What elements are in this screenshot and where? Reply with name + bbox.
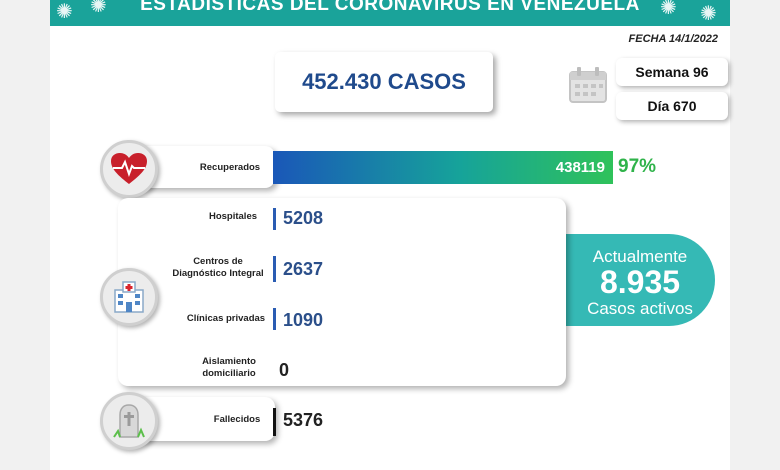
active-line3: Casos activos [587,299,693,318]
hospitals-bar [273,208,276,230]
total-cases: 452.430 CASOS [302,69,466,94]
cdi-value: 2637 [283,259,324,279]
home-isolation-value: 0 [279,360,290,380]
clinics-label: Clínicas privadas [186,313,266,324]
gravestone-icon [113,404,145,438]
calendar-icon [569,67,607,103]
cdi-label-line2: Diagnóstico Integral [172,268,264,279]
recovered-label: Recuperados [199,162,261,173]
recovered-value: 438119 [555,159,605,176]
week-badge: Semana 96 [616,58,728,86]
home-isolation-line1: Aislamiento [202,356,256,367]
deaths-bar [273,408,276,436]
deaths-label: Fallecidos [213,414,261,425]
cdi-label: Centros de Diagnóstico Integral [166,256,270,280]
active-cases-value: 8.935 [599,264,681,300]
hospital-icon [114,281,144,313]
home-isolation-line2: domiciliario [202,368,256,379]
virus-icon: ✺ [90,0,107,17]
hospitals-value: 5208 [283,208,324,228]
active-breakdown-card [118,198,566,386]
virus-icon: ✺ [660,0,677,19]
report-date: FECHA 14/1/2022 [628,33,718,45]
deaths-value: 5376 [283,410,324,430]
week-label: Semana 96 [635,64,709,80]
hospitals-label: Hospitales [208,211,258,222]
cdi-label-line1: Centros de [193,256,243,267]
day-label: Día 670 [647,98,697,114]
cdi-bar [273,256,276,282]
heart-icon [111,153,147,184]
recovered-bar: 438119 [273,151,613,184]
virus-icon: ✺ [56,1,73,23]
home-isolation-label: Aislamiento domiciliario [190,356,268,380]
total-cases-box: 452.430 CASOS [275,52,493,112]
recovered-percent: 97% [618,156,657,177]
clinics-value: 1090 [283,310,324,330]
clinics-bar [273,308,276,330]
hospital-icon-circle [100,268,158,326]
active-line1: Actualmente [592,247,688,266]
header-banner: ✺ ✺ ✺ ✺ ESTADÍSTICAS DEL CORONAVIRUS EN … [50,0,730,26]
day-badge: Día 670 [616,92,728,120]
virus-icon: ✺ [700,3,717,25]
gravestone-icon-circle [100,392,158,450]
page-title: ESTADÍSTICAS DEL CORONAVIRUS EN VENEZUEL… [140,0,640,15]
active-cases-badge: Actualmente 8.935 Casos activos [565,234,715,326]
heart-icon-circle [100,140,158,198]
